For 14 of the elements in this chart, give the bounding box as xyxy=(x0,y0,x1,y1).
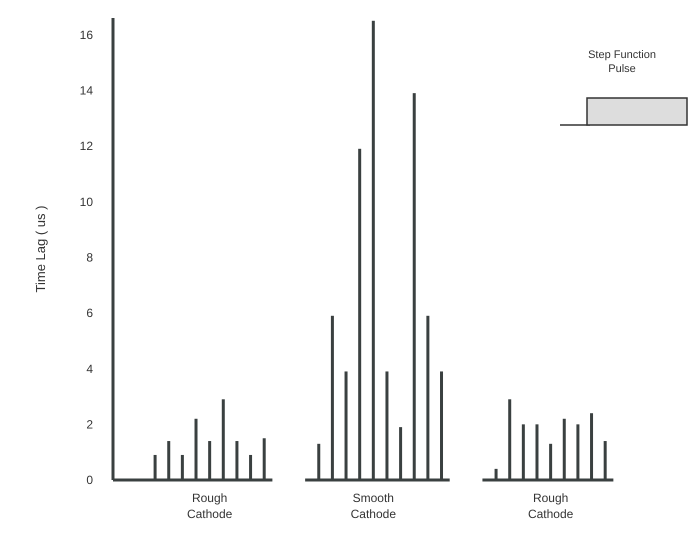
y-tick-label: 12 xyxy=(80,139,94,154)
y-tick-label: 10 xyxy=(80,194,94,209)
y-tick-label: 2 xyxy=(86,418,94,432)
y-tick-label: 0 xyxy=(86,473,94,488)
y-tick-label: 8 xyxy=(86,250,94,265)
y-tick-label: 16 xyxy=(80,28,94,42)
x-tick-label: Rough Cathode xyxy=(528,491,574,521)
y-axis-title: Time Lag ( us ) xyxy=(33,206,48,292)
y-tick-label: 4 xyxy=(86,362,94,376)
y-tick-label: 6 xyxy=(86,306,94,320)
y-tick-label: 14 xyxy=(80,84,94,98)
annotation: Step Function Pulse xyxy=(588,49,656,75)
x-tick-label: Rough Cathode xyxy=(186,491,233,521)
x-tick-label: Smooth Cathode xyxy=(350,491,396,521)
